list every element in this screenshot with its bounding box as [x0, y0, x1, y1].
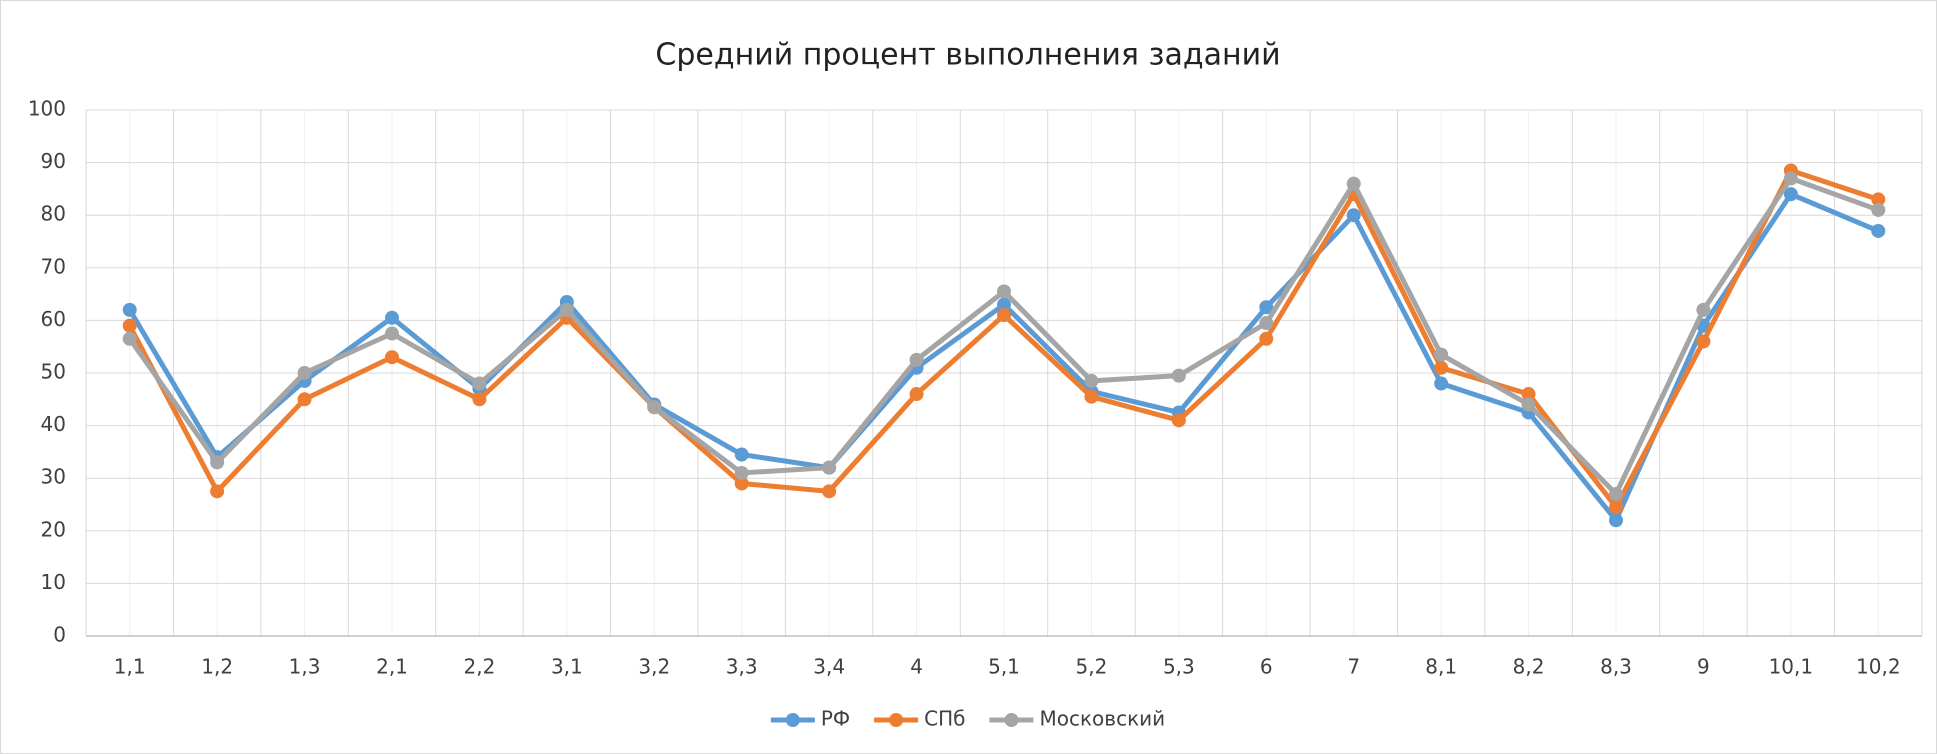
- y-tick-label: 100: [28, 97, 66, 121]
- data-point: [822, 484, 837, 499]
- data-point: [997, 308, 1011, 323]
- x-tick-label: 5,2: [1076, 655, 1108, 679]
- x-tick-label: 1,3: [289, 655, 321, 679]
- y-tick-label: 60: [41, 307, 66, 331]
- data-point: [1434, 376, 1449, 391]
- data-point: [1521, 387, 1536, 402]
- legend-label: РФ: [821, 707, 850, 731]
- y-tick-label: 0: [53, 623, 66, 647]
- data-point: [1259, 316, 1274, 331]
- data-point: [1871, 202, 1886, 217]
- data-point: [122, 331, 137, 346]
- data-point: [1171, 413, 1186, 428]
- data-point: [472, 376, 487, 391]
- chart-title: Средний процент выполнения заданий: [655, 38, 1280, 73]
- data-point: [1346, 208, 1361, 223]
- x-tick-label: 3,1: [551, 655, 583, 679]
- data-point: [822, 460, 837, 475]
- data-point: [1521, 397, 1536, 412]
- x-tick-label: 2,1: [376, 655, 408, 679]
- data-point: [1259, 331, 1274, 346]
- x-tick-label: 7: [1347, 655, 1360, 679]
- x-tick-label: 6: [1260, 655, 1273, 679]
- data-point: [122, 318, 137, 333]
- x-tick-label: 3,2: [638, 655, 670, 679]
- x-tick-label: 10,2: [1856, 655, 1901, 679]
- legend: РФ СПб Московский: [770, 707, 1165, 731]
- legend-marker: [1004, 713, 1019, 727]
- data-point: [1783, 171, 1798, 186]
- data-point: [1871, 223, 1886, 238]
- data-point: [297, 392, 312, 407]
- data-point: [210, 455, 225, 470]
- x-tick-label: 1,1: [114, 655, 146, 679]
- data-point: [909, 352, 924, 367]
- y-tick-label: 10: [41, 570, 66, 594]
- data-point: [734, 465, 749, 480]
- x-tick-label: 3,4: [813, 655, 845, 679]
- data-point: [472, 392, 487, 407]
- y-tick-label: 80: [41, 202, 66, 226]
- data-point: [1609, 500, 1623, 515]
- y-tick-label: 40: [41, 412, 66, 436]
- x-tick-label: 1,2: [201, 655, 233, 679]
- x-tick-label: 5,1: [988, 655, 1020, 679]
- data-point: [1346, 176, 1361, 191]
- data-point: [1609, 486, 1623, 501]
- x-tick-label: 5,3: [1163, 655, 1195, 679]
- data-point: [734, 447, 749, 462]
- legend-marker: [785, 713, 800, 727]
- data-point: [1696, 334, 1711, 349]
- data-point: [1871, 192, 1886, 207]
- y-tick-label: 50: [41, 360, 66, 384]
- data-point: [1084, 389, 1099, 404]
- legend-label: СПб: [924, 707, 965, 731]
- x-tick-label: 3,3: [726, 655, 758, 679]
- data-point: [997, 284, 1011, 299]
- y-tick-label: 30: [41, 465, 66, 489]
- y-tick-label: 20: [41, 517, 66, 541]
- data-point: [997, 297, 1011, 312]
- x-tick-label: 2,2: [464, 655, 496, 679]
- data-point: [1696, 302, 1711, 317]
- data-point: [1259, 300, 1274, 315]
- data-point: [210, 484, 225, 499]
- x-tick-label: 4: [910, 655, 923, 679]
- x-tick-label: 8,2: [1513, 655, 1545, 679]
- data-point: [385, 310, 399, 325]
- x-tick-label: 8,3: [1600, 655, 1632, 679]
- data-point: [1434, 347, 1449, 362]
- data-point: [1084, 373, 1099, 388]
- legend-label: Московский: [1039, 707, 1165, 731]
- x-tick-label: 9: [1697, 655, 1710, 679]
- data-point: [385, 326, 399, 341]
- data-point: [1171, 368, 1186, 383]
- data-point: [647, 400, 662, 415]
- y-tick-label: 70: [41, 254, 66, 278]
- data-point: [1783, 187, 1798, 202]
- data-point: [297, 366, 312, 380]
- data-point: [559, 302, 574, 317]
- legend-marker: [889, 713, 904, 727]
- data-point: [1434, 360, 1449, 375]
- data-point: [909, 387, 924, 402]
- data-point: [1609, 513, 1623, 528]
- grid: [85, 109, 1923, 637]
- y-tick-label: 90: [41, 149, 66, 173]
- data-point: [122, 302, 137, 317]
- x-tick-label: 8,1: [1425, 655, 1457, 679]
- data-point: [734, 476, 749, 491]
- data-point: [385, 350, 399, 365]
- x-tick-label: 10,1: [1769, 655, 1814, 679]
